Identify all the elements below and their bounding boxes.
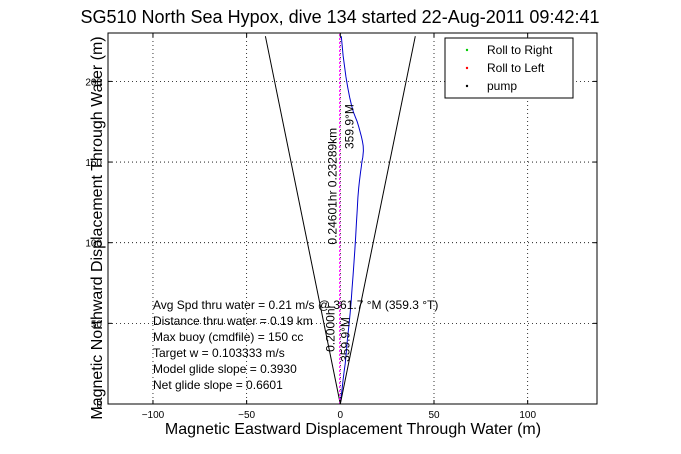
x-tick-label: −50 [238,410,255,421]
stats-line: Model glide slope = 0.3930 [153,362,297,376]
x-tick-label: 100 [519,410,536,421]
stats-line: Max buoy (cmdfile) = 150 cc [153,330,303,344]
stats-line: Avg Spd thru water = 0.21 m/s @ 361.7 °M… [153,298,438,312]
axis-ticks: −100 −50 0 50 100 0 50 100 150 200 [85,33,597,421]
plot-area-frame [107,32,598,405]
series-cone-left [264,36,341,405]
y-axis-label: Magnetic Northward Displacement Through … [89,36,106,419]
y-tick-label: 150 [85,158,102,169]
y-tick-label: 0 [96,400,102,411]
stats-text: Avg Spd thru water = 0.21 m/s @ 361.7 °M… [153,298,438,392]
annotation: 359.9°M [342,104,356,149]
chart-title: SG510 North Sea Hypox, dive 134 started … [80,7,599,27]
y-tick-label: 50 [91,319,103,330]
x-tick-label: 0 [338,410,344,421]
series-cone-right [339,36,416,405]
y-tick-label: 200 [85,77,102,88]
legend-label: Roll to Right [487,43,553,57]
y-tick-label: 100 [85,239,102,250]
stats-line: Net glide slope = 0.6601 [153,378,283,392]
legend: Roll to Right Roll to Left pump [444,37,574,99]
legend-marker [465,84,469,88]
annotation: 0.2000hr [324,305,338,352]
x-tick-label: −100 [142,410,165,421]
x-axis-label: Magnetic Eastward Displacement Through W… [165,421,541,438]
annotation: 359.9°M [339,317,353,362]
legend-marker [465,48,469,52]
stats-line: Target w = 0.103333 m/s [153,346,285,360]
annotation: 0.24601hr 0.23289km [326,128,340,245]
stats-line: Distance thru water = 0.19 km [153,314,313,328]
legend-label: Roll to Left [487,61,545,75]
series-track [339,36,364,405]
x-tick-label: 50 [428,410,440,421]
legend-label: pump [487,79,517,93]
series-layer [264,33,416,405]
legend-marker [465,66,469,70]
